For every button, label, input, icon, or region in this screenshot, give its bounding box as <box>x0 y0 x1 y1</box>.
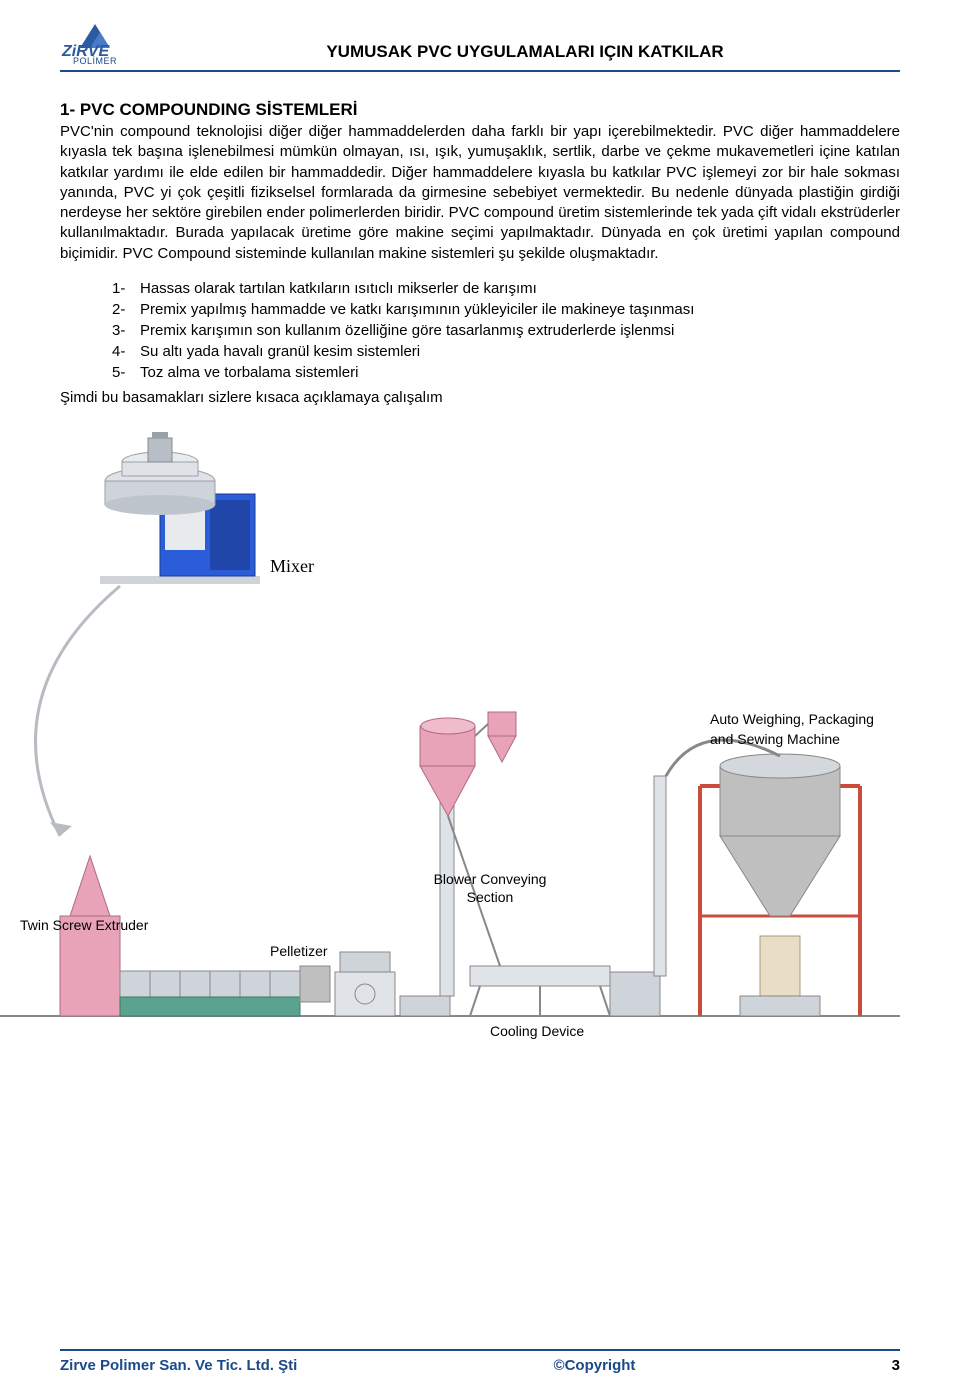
list-item: 1- Hassas olarak tartılan katkıların ısı… <box>112 278 900 299</box>
label-blower: Blower Conveying Section <box>420 870 560 906</box>
list-text: Hassas olarak tartılan katkıların ısıtıc… <box>140 278 900 299</box>
list-text: Su altı yada havalı granül kesim sisteml… <box>140 341 900 362</box>
numbered-list: 1- Hassas olarak tartılan katkıların ısı… <box>60 278 900 383</box>
list-number: 5- <box>112 362 140 383</box>
label-packaging-line1: Auto Weighing, Packaging <box>710 710 874 728</box>
mixer-label: Mixer <box>270 556 314 577</box>
section-heading: 1- PVC COMPOUNDING SİSTEMLERİ <box>60 100 900 120</box>
list-text: Premix yapılmış hammadde ve katkı karışı… <box>140 299 900 320</box>
list-item: 4- Su altı yada havalı granül kesim sist… <box>112 341 900 362</box>
page: ZiRVE POLİMER YUMUSAK PVC UYGULAMALARI I… <box>0 0 960 1394</box>
list-item: 5- Toz alma ve torbalama sistemleri <box>112 362 900 383</box>
footer-company: Zirve Polimer San. Ve Tic. Ltd. Şti <box>60 1357 297 1374</box>
label-pelletizer: Pelletizer <box>270 942 328 960</box>
label-cooling: Cooling Device <box>490 1022 584 1040</box>
logo-subtext: POLİMER <box>73 56 117 66</box>
label-twin-screw: Twin Screw Extruder <box>20 916 148 934</box>
list-number: 4- <box>112 341 140 362</box>
section-paragraph: PVC'nin compound teknolojisi diğer diğer… <box>60 122 900 264</box>
list-number: 3- <box>112 320 140 341</box>
list-text: Toz alma ve torbalama sistemleri <box>140 362 900 383</box>
list-item: 2- Premix yapılmış hammadde ve katkı kar… <box>112 299 900 320</box>
page-footer: Zirve Polimer San. Ve Tic. Ltd. Şti ©Cop… <box>60 1349 900 1374</box>
list-number: 2- <box>112 299 140 320</box>
logo: ZiRVE POLİMER <box>60 20 130 66</box>
after-list-text: Şimdi bu basamakları sizlere kısaca açık… <box>60 389 900 406</box>
process-diagram: Mixer <box>60 426 900 1046</box>
footer-copyright: ©Copyright <box>554 1357 636 1374</box>
label-packaging-line2: and Sewing Machine <box>710 730 840 748</box>
zirve-logo-icon: ZiRVE <box>60 20 130 58</box>
page-title: YUMUSAK PVC UYGULAMALARI IÇIN KATKILAR <box>150 42 900 66</box>
list-number: 1- <box>112 278 140 299</box>
process-line-icon <box>0 616 900 1046</box>
list-text: Premix karışımın son kullanım özelliğine… <box>140 320 900 341</box>
page-number: 3 <box>892 1357 900 1374</box>
list-item: 3- Premix karışımın son kullanım özelliğ… <box>112 320 900 341</box>
page-header: ZiRVE POLİMER YUMUSAK PVC UYGULAMALARI I… <box>60 20 900 72</box>
